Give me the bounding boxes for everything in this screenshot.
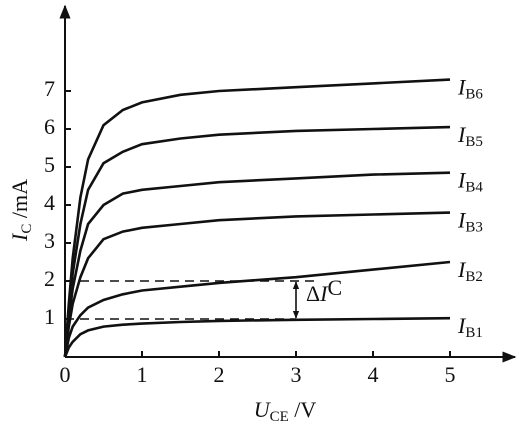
y-axis-label: IC /mA — [7, 179, 35, 242]
x-tick-label: 4 — [368, 362, 379, 387]
series-label: IB5 — [457, 122, 483, 150]
x-tick-label: 3 — [291, 362, 302, 387]
y-tick-label: 7 — [44, 76, 55, 101]
series-label: IB2 — [457, 257, 483, 285]
series-label: IB6 — [457, 75, 483, 103]
curve — [63, 211, 451, 358]
y-tick-label: 6 — [44, 114, 55, 139]
series-label: IB4 — [457, 168, 483, 196]
x-tick-label: 5 — [445, 362, 456, 387]
curve — [63, 171, 451, 358]
delta-label: ΔIC — [306, 275, 342, 306]
y-tick-label: 5 — [44, 152, 55, 177]
y-tick-label: 2 — [44, 266, 55, 291]
curve — [63, 260, 451, 358]
x-tick-label: 1 — [137, 362, 148, 387]
curve — [63, 125, 451, 358]
x-tick-label: 2 — [214, 362, 225, 387]
curve — [63, 316, 451, 358]
series-label: IB3 — [457, 208, 483, 236]
y-tick-label: 4 — [44, 190, 55, 215]
y-tick-label: 3 — [44, 228, 55, 253]
curve — [63, 78, 451, 358]
series-label: IB1 — [457, 313, 483, 341]
x-tick-label: 0 — [60, 362, 71, 387]
y-tick-label: 1 — [44, 304, 55, 329]
x-axis-label: UCE /V — [254, 397, 317, 425]
